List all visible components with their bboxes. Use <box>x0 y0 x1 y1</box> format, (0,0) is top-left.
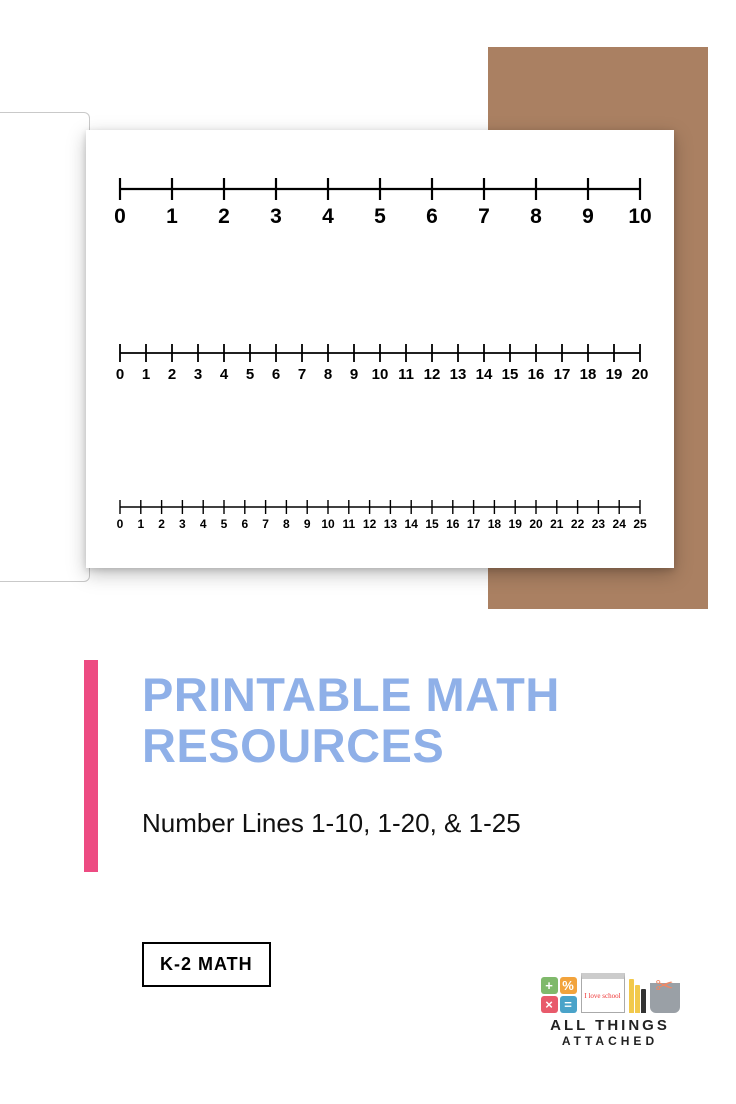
svg-text:0: 0 <box>117 517 124 531</box>
svg-text:9: 9 <box>304 517 311 531</box>
svg-text:13: 13 <box>450 366 467 383</box>
svg-text:0: 0 <box>114 205 126 228</box>
svg-text:13: 13 <box>384 517 398 531</box>
svg-text:17: 17 <box>554 366 571 383</box>
svg-text:3: 3 <box>270 205 282 228</box>
svg-text:11: 11 <box>342 517 355 531</box>
svg-text:6: 6 <box>426 205 438 228</box>
svg-text:6: 6 <box>241 517 248 531</box>
svg-text:19: 19 <box>509 517 523 531</box>
svg-text:18: 18 <box>580 366 597 383</box>
svg-text:8: 8 <box>530 205 542 228</box>
svg-text:22: 22 <box>571 517 585 531</box>
svg-text:7: 7 <box>478 205 490 228</box>
scissors-icon: ✂ <box>655 973 673 999</box>
svg-text:21: 21 <box>550 517 564 531</box>
logo-art: +%×= I love school ✂ <box>530 955 690 1013</box>
svg-text:14: 14 <box>476 366 493 383</box>
svg-text:19: 19 <box>606 366 623 383</box>
svg-text:6: 6 <box>272 366 280 383</box>
svg-text:25: 25 <box>633 517 647 531</box>
svg-text:10: 10 <box>321 517 335 531</box>
pencils-icon <box>629 979 646 1013</box>
svg-text:10: 10 <box>628 205 651 228</box>
svg-text:11: 11 <box>398 366 414 383</box>
supply-cup-icon: ✂ <box>650 983 680 1013</box>
svg-text:24: 24 <box>613 517 627 531</box>
svg-text:0: 0 <box>116 366 124 383</box>
notepad-icon: I love school <box>581 973 625 1013</box>
brand-logo: +%×= I love school ✂ ALL THINGS ATTACHED <box>530 955 690 1048</box>
svg-text:4: 4 <box>322 205 334 228</box>
subtitle: Number Lines 1-10, 1-20, & 1-25 <box>142 808 521 839</box>
svg-text:14: 14 <box>405 517 419 531</box>
svg-text:8: 8 <box>324 366 332 383</box>
svg-text:3: 3 <box>179 517 186 531</box>
svg-text:7: 7 <box>298 366 306 383</box>
svg-text:4: 4 <box>220 366 229 383</box>
worksheet-card: 012345678910 012345678910111213141516171… <box>86 130 674 568</box>
svg-text:20: 20 <box>632 366 649 383</box>
title-line-1: PRINTABLE MATH <box>142 670 560 721</box>
svg-text:2: 2 <box>168 366 176 383</box>
svg-text:5: 5 <box>221 517 228 531</box>
grade-badge: K-2 MATH <box>142 942 271 987</box>
logo-text-line-2: ATTACHED <box>530 1034 690 1048</box>
logo-text-line-1: ALL THINGS <box>530 1017 690 1034</box>
title-line-2: RESOURCES <box>142 721 560 772</box>
svg-text:3: 3 <box>194 366 202 383</box>
svg-text:16: 16 <box>446 517 460 531</box>
svg-text:1: 1 <box>137 517 144 531</box>
svg-text:17: 17 <box>467 517 481 531</box>
svg-text:18: 18 <box>488 517 502 531</box>
svg-text:2: 2 <box>158 517 165 531</box>
svg-text:9: 9 <box>350 366 358 383</box>
svg-text:15: 15 <box>502 366 519 383</box>
svg-text:12: 12 <box>363 517 377 531</box>
pink-accent-bar <box>84 660 98 872</box>
svg-text:8: 8 <box>283 517 290 531</box>
svg-text:23: 23 <box>592 517 606 531</box>
book-page-edge <box>0 112 90 582</box>
svg-text:16: 16 <box>528 366 545 383</box>
number-line-0-25: 0123456789101112131415161718192021222324… <box>106 496 654 538</box>
svg-text:5: 5 <box>246 366 254 383</box>
svg-text:5: 5 <box>374 205 386 228</box>
svg-text:2: 2 <box>218 205 230 228</box>
svg-text:9: 9 <box>582 205 594 228</box>
svg-text:15: 15 <box>425 517 439 531</box>
svg-text:4: 4 <box>200 517 207 531</box>
main-title: PRINTABLE MATH RESOURCES <box>142 670 560 772</box>
svg-text:7: 7 <box>262 517 269 531</box>
svg-text:10: 10 <box>372 366 389 383</box>
number-line-0-20: 01234567891011121314151617181920 <box>106 340 654 389</box>
svg-text:20: 20 <box>529 517 543 531</box>
svg-text:1: 1 <box>142 366 150 383</box>
svg-text:12: 12 <box>424 366 441 383</box>
calculator-icon: +%×= <box>541 977 577 1013</box>
svg-text:1: 1 <box>166 205 178 228</box>
number-line-0-10: 0 1 2 3 4 5 6 7 8 9 10 <box>106 174 654 233</box>
